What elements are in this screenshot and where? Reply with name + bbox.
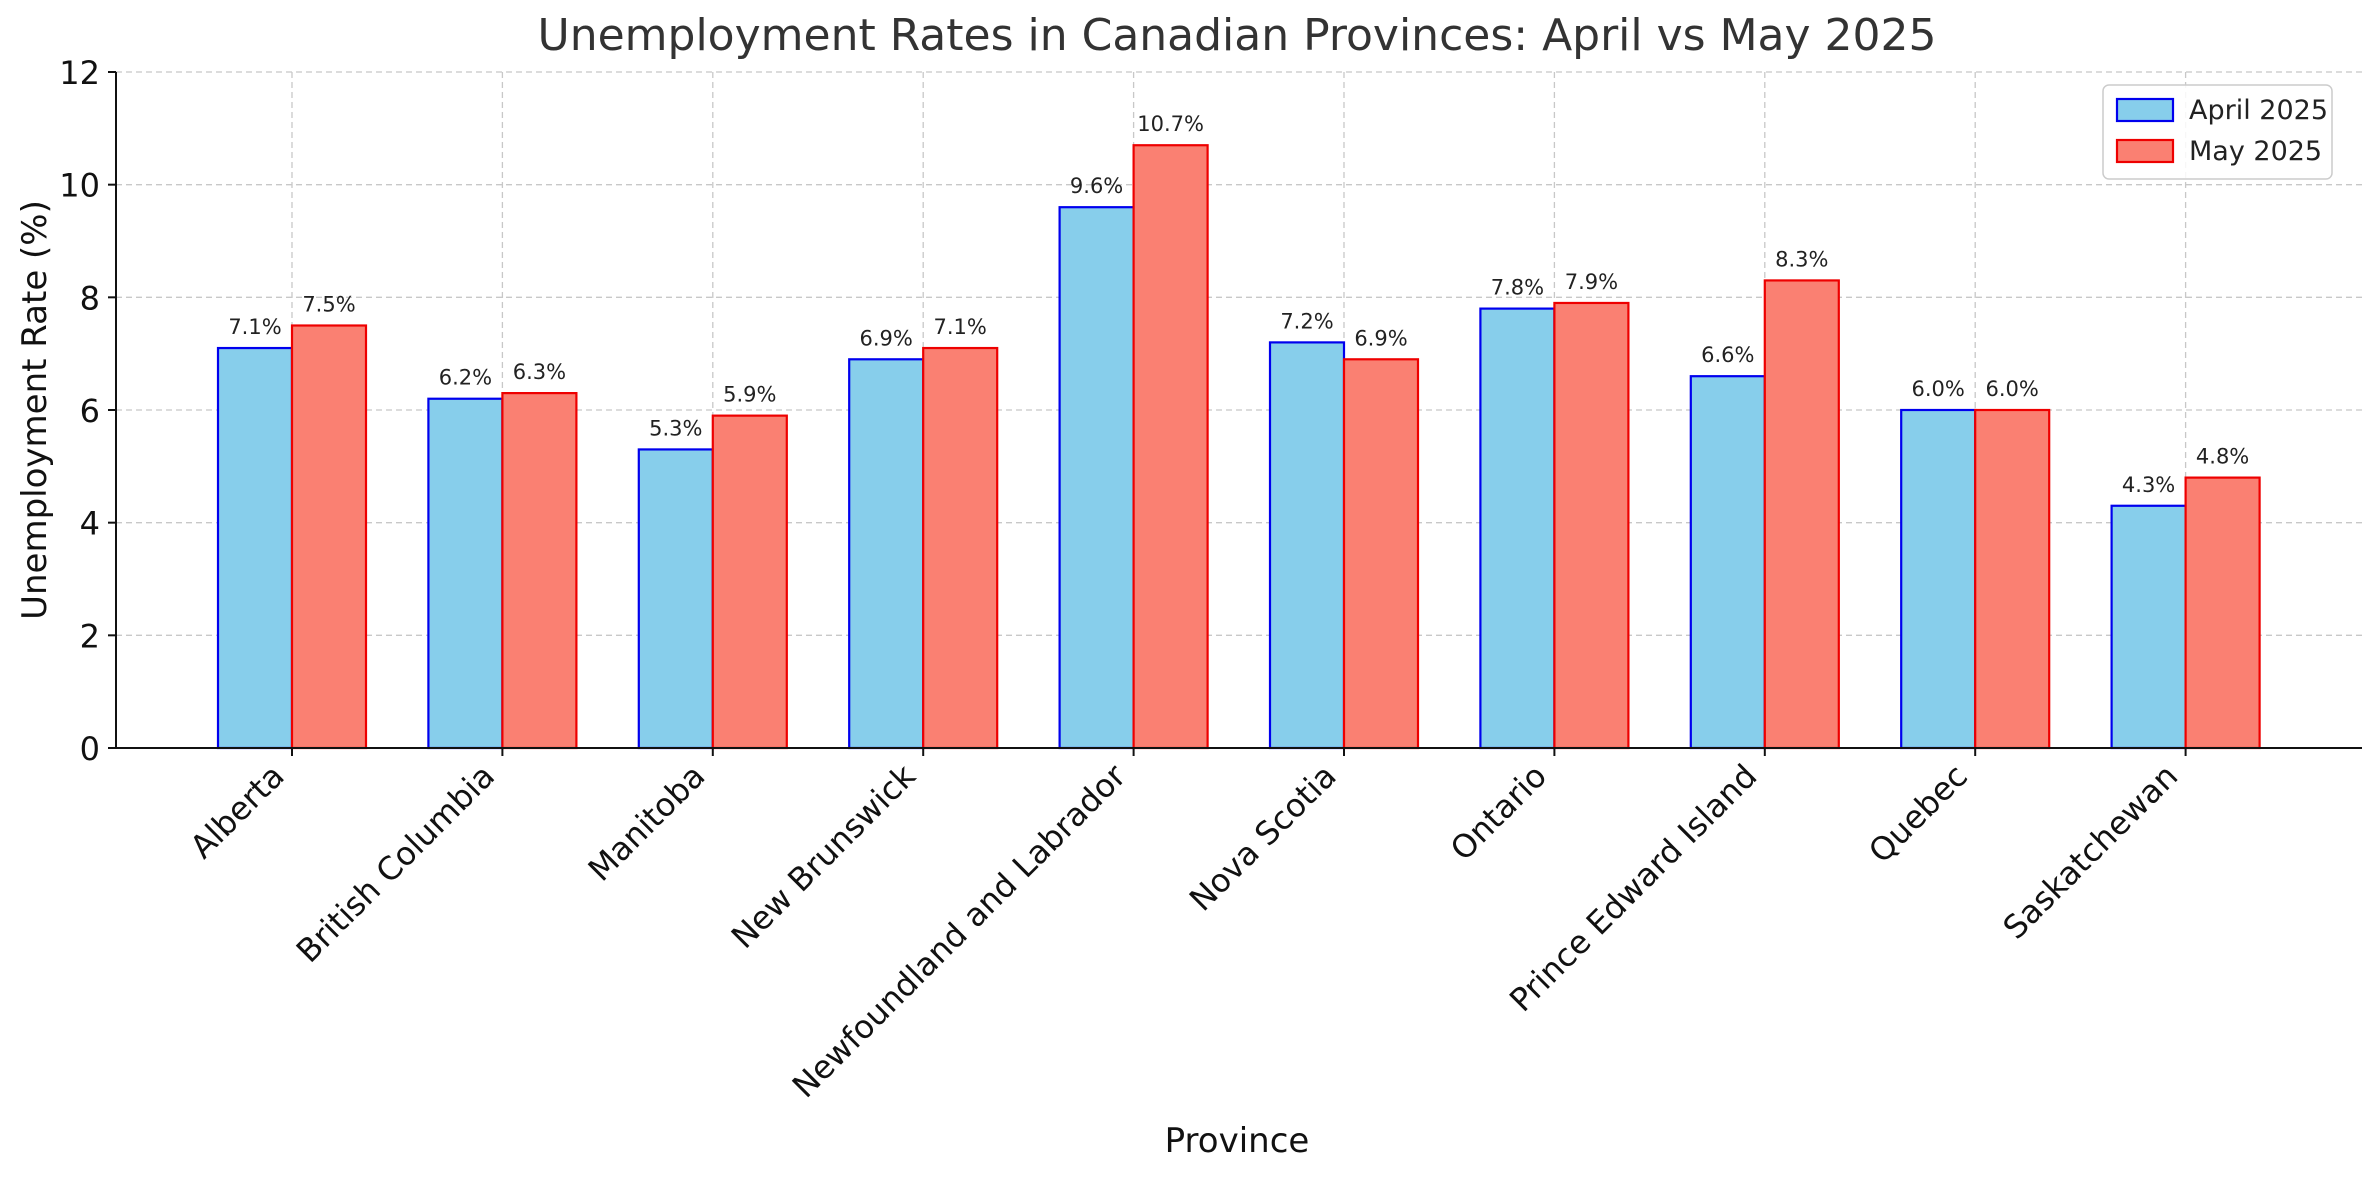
y-tick-label: 8 bbox=[80, 279, 100, 317]
bar-may bbox=[1763, 279, 1840, 750]
data-label: 6.3% bbox=[513, 360, 566, 384]
bar-may bbox=[711, 414, 788, 750]
x-tick-label: British Columbia bbox=[289, 757, 502, 970]
y-tick-label: 4 bbox=[80, 505, 100, 543]
data-labels: 7.1% 6.2% 5.3% 6.9% 9.6% 7.2% 7.8% 6.6% 6.0% 4.3%… bbox=[228, 112, 2249, 497]
data-label: 6.9% bbox=[860, 326, 913, 350]
data-label: 5.9% bbox=[723, 383, 776, 407]
x-axis-label: Province bbox=[1165, 1121, 1310, 1161]
x-tick-label: Newfoundland and Labrador bbox=[785, 756, 1134, 1105]
y-tick-label: 0 bbox=[80, 730, 100, 768]
data-label: 6.0% bbox=[1912, 377, 1965, 401]
x-tick-label: Alberta bbox=[183, 757, 292, 866]
axes bbox=[108, 71, 2362, 756]
x-tick-label: Saskatchewan bbox=[1996, 757, 2186, 947]
bar-may bbox=[1974, 408, 2051, 750]
legend-swatch bbox=[2115, 97, 2175, 123]
y-tick-label: 12 bbox=[59, 54, 100, 92]
data-label: 6.2% bbox=[439, 366, 492, 390]
data-label: 6.9% bbox=[1354, 326, 1407, 350]
data-label: 7.5% bbox=[302, 293, 355, 317]
data-label: 4.8% bbox=[2196, 445, 2249, 469]
bar-may bbox=[1132, 144, 1209, 750]
data-label: 7.2% bbox=[1280, 309, 1333, 333]
bar-may bbox=[290, 324, 368, 750]
legend-label: May 2025 bbox=[2189, 136, 2322, 167]
bar-may bbox=[1553, 301, 1630, 750]
bar-may bbox=[501, 392, 578, 750]
data-label: 7.8% bbox=[1491, 276, 1544, 300]
bar-april bbox=[216, 346, 294, 750]
data-label: 4.3% bbox=[2122, 473, 2175, 497]
bar-april bbox=[848, 358, 925, 750]
bar-april bbox=[427, 397, 504, 750]
legend-label: April 2025 bbox=[2189, 95, 2328, 126]
bar-may bbox=[1342, 358, 1420, 750]
data-label: 10.7% bbox=[1137, 112, 1204, 136]
data-label: 6.6% bbox=[1701, 343, 1754, 367]
x-tick-label: New Brunswick bbox=[724, 756, 923, 955]
y-tick-label: 10 bbox=[59, 167, 100, 205]
y-tick-labels: 0 2 4 6 8 10 12 bbox=[59, 54, 100, 768]
data-label: 7.1% bbox=[934, 315, 987, 339]
data-label: 5.3% bbox=[649, 416, 702, 440]
chart-title: Unemployment Rates in Canadian Provinces… bbox=[538, 10, 1937, 61]
x-tick-label: Nova Scotia bbox=[1182, 757, 1344, 919]
data-label: 6.0% bbox=[1986, 377, 2039, 401]
bar-april bbox=[1479, 307, 1556, 750]
y-tick-label: 6 bbox=[80, 392, 100, 430]
data-label: 9.6% bbox=[1070, 174, 1123, 198]
bar-may bbox=[2184, 476, 2261, 750]
y-axis-label: Unemployment Rate (%) bbox=[15, 200, 55, 620]
x-tick-label: Manitoba bbox=[581, 757, 713, 889]
bar-april bbox=[1900, 408, 1977, 750]
bars bbox=[216, 144, 2261, 750]
data-label: 7.9% bbox=[1565, 270, 1618, 294]
bar-april bbox=[1058, 206, 1135, 750]
bar-april bbox=[1268, 341, 1346, 750]
bar-april bbox=[2110, 504, 2187, 750]
legend-swatch bbox=[2115, 138, 2175, 164]
data-label: 7.1% bbox=[228, 315, 281, 339]
x-tick-label: Ontario bbox=[1443, 757, 1554, 868]
y-tick-label: 2 bbox=[80, 617, 100, 655]
bar-april bbox=[637, 448, 714, 750]
data-label: 8.3% bbox=[1775, 247, 1828, 271]
bar-april bbox=[1689, 375, 1766, 750]
bar-may bbox=[922, 346, 999, 750]
legend: April 2025 May 2025 bbox=[2102, 84, 2333, 180]
x-tick-label: Quebec bbox=[1861, 757, 1975, 871]
